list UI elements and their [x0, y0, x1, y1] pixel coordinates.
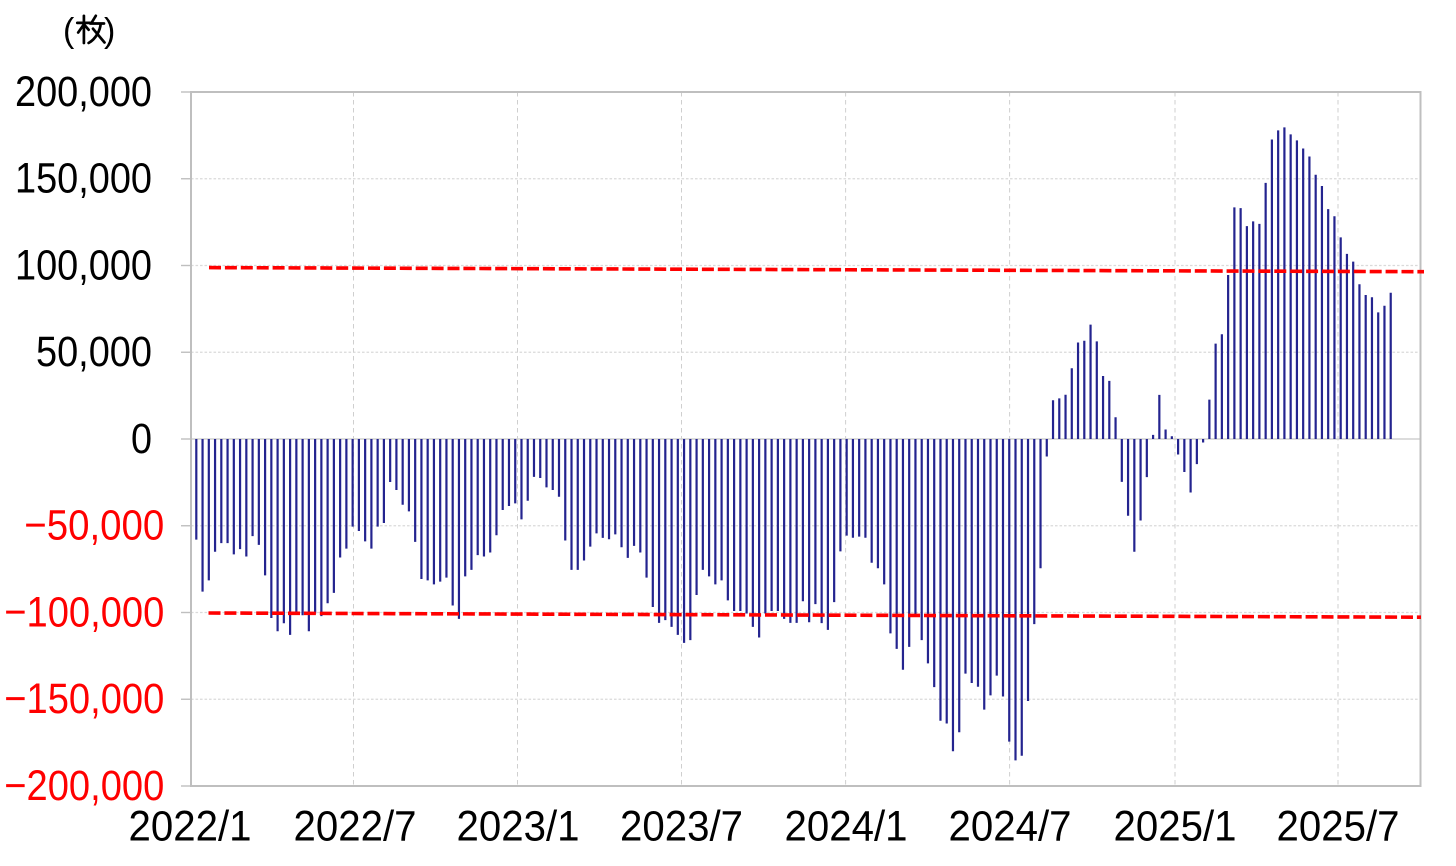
svg-text:2024/7: 2024/7 — [949, 803, 1072, 851]
svg-text:2023/7: 2023/7 — [620, 803, 743, 851]
svg-text:−150,000: −150,000 — [4, 675, 164, 723]
svg-text:2022/7: 2022/7 — [294, 803, 417, 851]
svg-text:0: 0 — [131, 415, 152, 463]
svg-text:2025/1: 2025/1 — [1114, 803, 1237, 851]
svg-text:150,000: 150,000 — [15, 155, 152, 203]
svg-text:): ) — [104, 12, 115, 50]
svg-text:50,000: 50,000 — [36, 328, 152, 376]
svg-text:(: ( — [63, 12, 75, 50]
svg-text:100,000: 100,000 — [15, 241, 152, 289]
svg-text:−50,000: −50,000 — [24, 502, 164, 550]
svg-text:2025/7: 2025/7 — [1277, 803, 1400, 851]
svg-text:−200,000: −200,000 — [4, 762, 164, 810]
svg-text:−100,000: −100,000 — [4, 588, 164, 636]
svg-text:2023/1: 2023/1 — [457, 803, 580, 851]
svg-text:2022/1: 2022/1 — [129, 803, 252, 851]
svg-text:2024/1: 2024/1 — [785, 803, 908, 851]
svg-text:200,000: 200,000 — [15, 68, 152, 116]
